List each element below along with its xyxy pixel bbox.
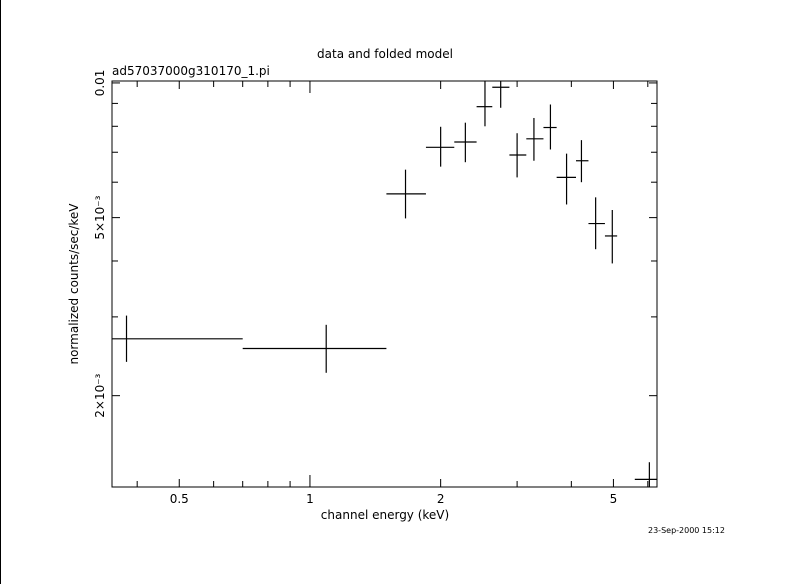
timestamp: 23-Sep-2000 15:12 xyxy=(648,526,725,535)
data-point xyxy=(509,133,527,178)
x-tick-label: 5 xyxy=(610,492,618,506)
y-tick-label: 0.01 xyxy=(93,70,107,97)
data-point xyxy=(476,81,493,127)
y-tick-label: 5×10⁻³ xyxy=(93,195,107,239)
data-point xyxy=(454,122,477,163)
chart-title: data and folded model xyxy=(317,47,453,61)
data-point xyxy=(634,462,657,487)
data-point xyxy=(386,169,426,219)
left-border-line xyxy=(0,0,1,584)
y-axis: 2×10⁻³ 5×10⁻³ 0.01 xyxy=(93,70,657,418)
x-axis-label: channel energy (keV) xyxy=(321,508,449,522)
data-point xyxy=(588,197,605,250)
data-point xyxy=(425,126,455,167)
data-point xyxy=(543,104,557,150)
data-points xyxy=(112,81,657,487)
data-point xyxy=(604,210,618,264)
plot-frame xyxy=(111,80,658,488)
data-point xyxy=(492,81,510,108)
x-tick-label: 2 xyxy=(437,492,445,506)
data-point xyxy=(576,140,589,183)
x-tick-label: 1 xyxy=(306,492,314,506)
x-tick-label: 0.5 xyxy=(170,492,189,506)
x-axis: 0.5 1 2 5 xyxy=(136,81,649,506)
data-point xyxy=(556,153,577,205)
data-point xyxy=(526,117,544,161)
data-point xyxy=(242,324,387,373)
y-axis-label: normalized counts/sec/keV xyxy=(67,203,81,365)
chart-subtitle: ad57037000g310170_1.pi xyxy=(112,64,270,78)
y-tick-label: 2×10⁻³ xyxy=(93,373,107,417)
data-point xyxy=(112,315,243,362)
